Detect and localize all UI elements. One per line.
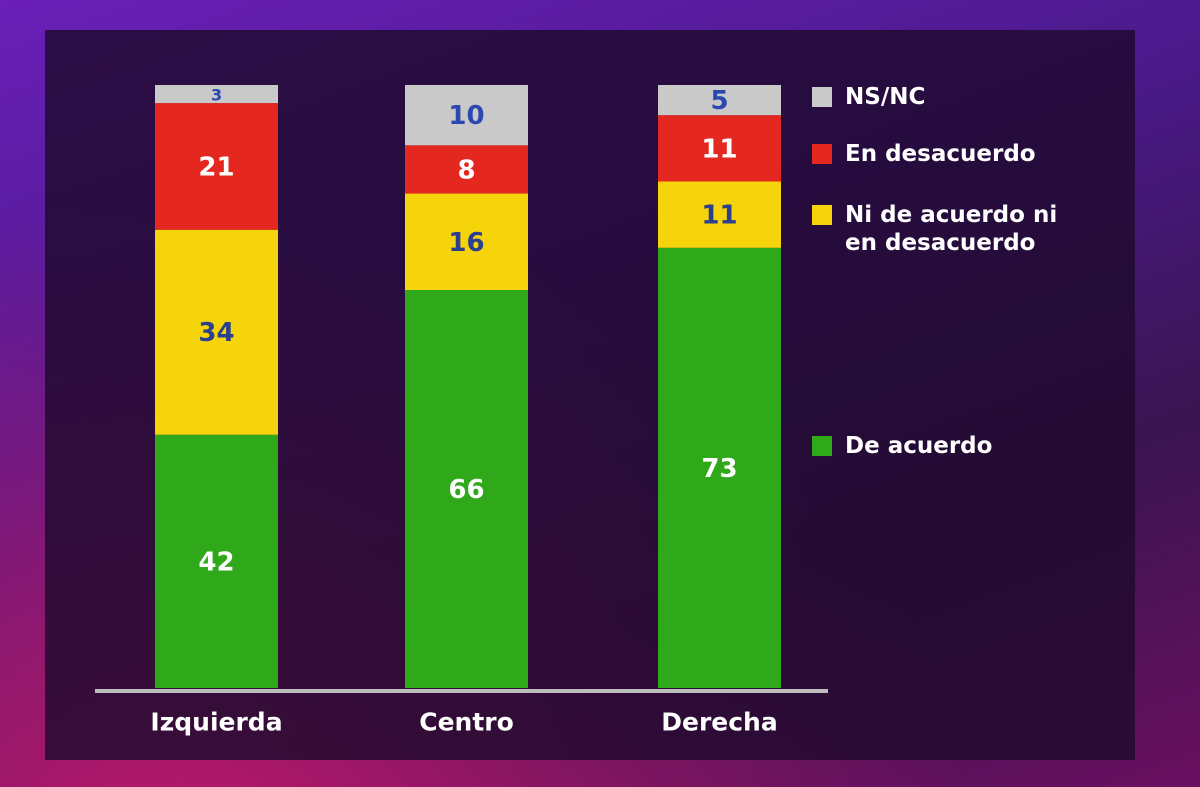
bar-segment: [155, 85, 278, 104]
legend-label: Ni de acuerdo ni en desacuerdo: [845, 202, 1058, 256]
bar-segment: [405, 85, 528, 146]
legend-item: NS/NC: [812, 83, 1075, 111]
value-label: 73: [701, 454, 737, 484]
bar-segment: [658, 85, 781, 116]
bar-segment: [405, 193, 528, 291]
bar-segment: [155, 434, 278, 688]
value-label: 42: [198, 547, 234, 577]
legend-label: En desacuerdo: [845, 141, 1036, 167]
value-label: 66: [448, 475, 484, 505]
bar-segment: [155, 103, 278, 230]
legend-swatch: [812, 205, 832, 225]
legend-item: De acuerdo: [812, 432, 1075, 460]
legend-label: NS/NC: [845, 84, 926, 110]
value-label: 16: [448, 228, 484, 258]
legend-swatch: [812, 436, 832, 456]
value-label: 11: [701, 201, 737, 231]
x-tick-label: Derecha: [661, 708, 777, 737]
value-label: 3: [211, 86, 222, 105]
value-label: 11: [701, 134, 737, 164]
legend-item: En desacuerdo: [812, 140, 1075, 168]
bar-segment: [658, 181, 781, 248]
x-tick-label: Centro: [419, 708, 514, 737]
legend-swatch: [812, 87, 832, 107]
legend-item: Ni de acuerdo ni en desacuerdo: [812, 201, 1075, 257]
bar-segment: [155, 229, 278, 435]
bar-segment: [658, 247, 781, 688]
value-label: 21: [198, 152, 234, 182]
bar-segment: [658, 115, 781, 182]
value-label: 10: [448, 101, 484, 131]
bar-segment: [405, 290, 528, 688]
value-label: 8: [457, 155, 475, 185]
value-label: 34: [198, 318, 234, 348]
x-tick-label: Izquierda: [150, 708, 282, 737]
bar-segment: [405, 145, 528, 194]
value-label: 5: [710, 86, 728, 116]
legend-swatch: [812, 144, 832, 164]
legend-label: De acuerdo: [845, 433, 993, 459]
